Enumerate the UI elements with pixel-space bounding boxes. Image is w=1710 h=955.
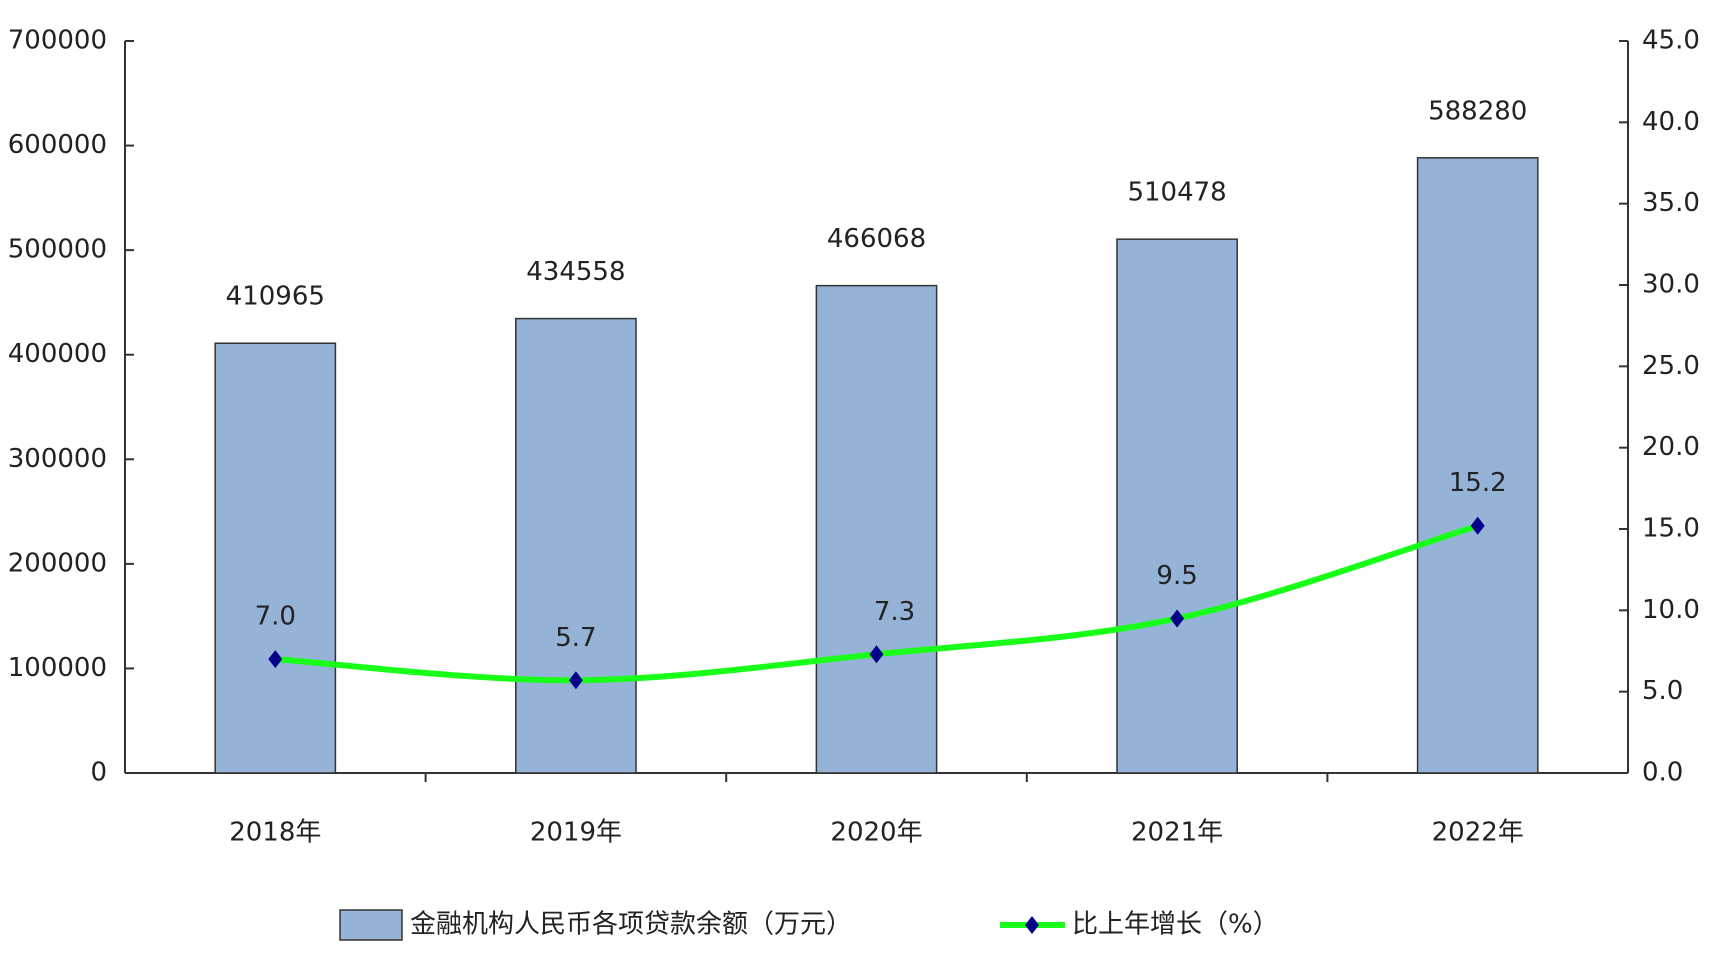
x-tick-label: 2021年 (1131, 818, 1223, 848)
bar (815, 284, 938, 774)
y-tick-label: 600000 (8, 130, 107, 160)
y2-tick-label: 10.0 (1642, 595, 1700, 625)
bar-value-label: 434558 (526, 257, 625, 287)
bar-value-label: 410965 (226, 282, 325, 312)
y2-tick-label: 35.0 (1642, 188, 1700, 218)
y-tick-label: 400000 (8, 339, 107, 369)
y-tick-label: 500000 (8, 235, 107, 265)
x-tick-label: 2018年 (229, 818, 321, 848)
bar (1416, 157, 1539, 774)
line-marker (268, 650, 283, 669)
bar (1116, 238, 1238, 774)
legend-label: 金融机构人民币各项贷款余额（万元） (410, 910, 852, 940)
bar (214, 342, 337, 774)
y-tick-label: 100000 (8, 653, 107, 683)
y2-tick-label: 25.0 (1642, 351, 1700, 381)
line-value-label: 7.0 (255, 602, 296, 632)
legend-swatch (339, 909, 403, 941)
x-tick-label: 2019年 (530, 818, 622, 848)
line-value-label: 7.3 (874, 597, 915, 627)
line-marker (1170, 609, 1185, 628)
y2-tick-label: 0.0 (1642, 758, 1683, 788)
y2-tick-label: 30.0 (1642, 270, 1700, 300)
line-marker (568, 671, 583, 690)
y2-tick-label: 40.0 (1642, 107, 1700, 137)
line-marker (869, 645, 884, 664)
y2-tick-label: 15.0 (1642, 514, 1700, 544)
legend-marker (1025, 916, 1039, 934)
bar (515, 317, 637, 774)
x-tick-label: 2020年 (830, 818, 922, 848)
bar-value-label: 510478 (1127, 178, 1226, 208)
line-value-label: 15.2 (1449, 468, 1507, 498)
line-marker (1470, 516, 1485, 535)
bar-value-label: 466068 (827, 224, 926, 254)
bar-value-label: 588280 (1428, 96, 1527, 126)
y-tick-label: 0 (90, 758, 107, 788)
line-value-label: 5.7 (555, 623, 596, 653)
y-tick-label: 300000 (8, 444, 107, 474)
y2-tick-label: 45.0 (1642, 26, 1700, 56)
y2-tick-label: 20.0 (1642, 432, 1700, 462)
line-value-label: 9.5 (1156, 561, 1197, 591)
x-tick-label: 2022年 (1432, 818, 1524, 848)
legend-label: 比上年增长（%） (1072, 910, 1279, 940)
y-tick-label: 700000 (8, 26, 107, 56)
y-tick-label: 200000 (8, 548, 107, 578)
y2-tick-label: 5.0 (1642, 676, 1683, 706)
